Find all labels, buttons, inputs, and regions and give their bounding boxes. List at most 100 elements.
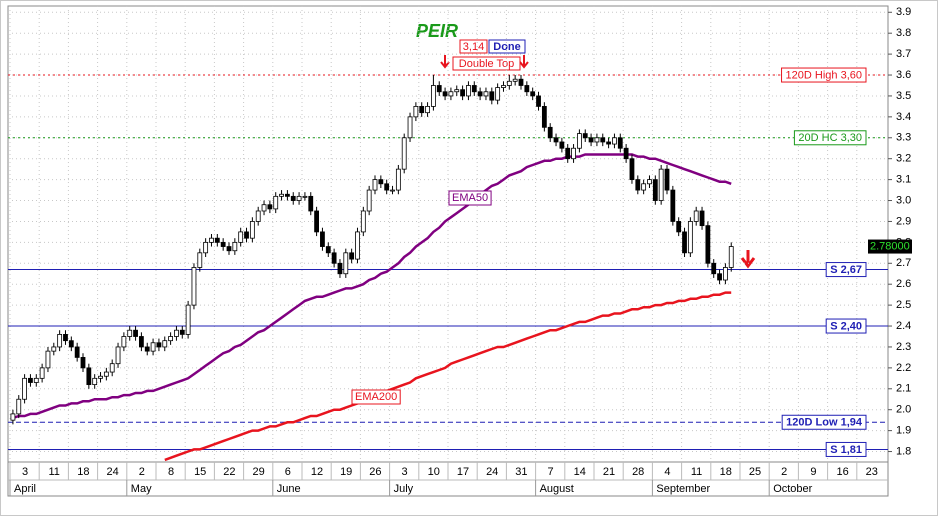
- candle-body: [174, 329, 179, 337]
- level-label: S 1,81: [825, 441, 867, 457]
- candle-body: [10, 413, 16, 421]
- candle-body: [197, 252, 203, 268]
- arrow: [519, 55, 529, 69]
- candle-body: [16, 398, 22, 415]
- candle-body: [214, 237, 220, 243]
- candle-body: [658, 168, 664, 201]
- status-text: Done: [493, 41, 521, 53]
- candle-body: [723, 267, 728, 281]
- candle-body: [682, 231, 687, 254]
- month-label: September: [656, 483, 710, 495]
- y-tick-label: 3.7: [896, 48, 911, 60]
- candle-body: [372, 179, 378, 191]
- candle-body: [705, 225, 711, 264]
- plot-layer: 1.81.92.02.12.22.32.42.52.62.72.82.93.03…: [8, 6, 912, 496]
- candle-body: [127, 329, 133, 337]
- level-box: [825, 441, 867, 457]
- candle-body: [284, 193, 290, 197]
- level-label: S 2,40: [825, 318, 867, 334]
- candle-body: [541, 106, 547, 128]
- candle-body: [51, 346, 57, 352]
- candle-body: [92, 377, 98, 386]
- candle-body: [728, 246, 734, 268]
- y-tick-label: 1.8: [896, 445, 911, 457]
- x-tick-label: 16: [836, 466, 848, 478]
- level-box: [793, 130, 867, 146]
- candle-body: [547, 126, 553, 139]
- level-box: [781, 414, 867, 430]
- candle-body: [74, 346, 80, 358]
- candle-body: [185, 304, 191, 335]
- x-tick-label: 9: [810, 466, 816, 478]
- candle-body: [162, 340, 168, 348]
- candle-body: [331, 252, 337, 264]
- x-tick-label: 3: [22, 466, 28, 478]
- y-tick-label: 3.5: [896, 90, 911, 102]
- candle-body: [466, 85, 471, 97]
- level-label: 120D High 3,60: [781, 67, 867, 83]
- candle-body: [577, 133, 582, 149]
- candle-body: [460, 89, 466, 97]
- level-text: S 1,81: [830, 444, 862, 456]
- y-tick-label: 2.6: [896, 278, 911, 290]
- candle-body: [454, 89, 460, 93]
- candle-body: [553, 137, 559, 143]
- candle-body: [495, 87, 501, 101]
- level-text: 120D High 3,60: [786, 69, 862, 81]
- x-tick-label: 18: [77, 466, 89, 478]
- y-tick-label: 3.2: [896, 153, 911, 165]
- level-text: S 2,40: [830, 320, 862, 332]
- y-tick-label: 2.5: [896, 299, 911, 311]
- candle-body: [501, 85, 506, 88]
- x-tick-label: 31: [515, 466, 527, 478]
- candle-body: [565, 147, 571, 160]
- candle-body: [209, 237, 214, 243]
- level-text: 120D Low 1,94: [786, 417, 863, 429]
- candle-body: [483, 91, 489, 97]
- candle-body: [103, 371, 109, 377]
- y-tick-label: 2.7: [896, 257, 911, 269]
- candle-body: [203, 241, 209, 254]
- candle-body: [22, 377, 28, 400]
- candle-body: [366, 189, 372, 212]
- level-label: 20D HC 3,30: [793, 130, 867, 146]
- candle-body: [325, 246, 331, 254]
- status-box: [488, 39, 526, 54]
- line-series: [12, 153, 732, 420]
- candle-body: [86, 367, 92, 386]
- candle-body: [150, 342, 156, 352]
- candle-body: [617, 137, 623, 149]
- level-box: [825, 318, 867, 334]
- y-tick-label: 2.3: [896, 341, 911, 353]
- price-box: [459, 39, 488, 54]
- candle-body: [390, 189, 395, 192]
- candle-body: [179, 329, 185, 335]
- candle-body: [57, 334, 63, 348]
- candle-body: [249, 221, 255, 239]
- candle-body: [168, 336, 174, 342]
- level-label: S 2,67: [825, 262, 867, 278]
- candle-body: [471, 85, 477, 93]
- candle-body: [273, 195, 279, 210]
- pattern-box: [452, 56, 521, 71]
- candle-body: [238, 231, 244, 243]
- candle-body: [337, 262, 343, 275]
- candle-body: [489, 91, 495, 101]
- line-tag: EMA50: [448, 190, 492, 206]
- candle-body: [664, 168, 670, 191]
- y-tick-label: 3.8: [896, 27, 911, 39]
- candle-body: [156, 342, 162, 348]
- line-tag-text: EMA200: [355, 391, 397, 403]
- line-tag-box: [448, 190, 492, 206]
- candle-body: [226, 246, 232, 252]
- candle-body: [378, 179, 384, 185]
- y-tick-label: 2.0: [896, 404, 911, 416]
- candle-body: [647, 179, 652, 185]
- candle-body: [349, 252, 355, 260]
- chart-title: PEIR: [416, 21, 458, 41]
- x-tick-label: 7: [548, 466, 554, 478]
- level-box: [781, 67, 867, 83]
- candle-body: [296, 195, 302, 201]
- line-tag: EMA200: [351, 389, 401, 405]
- y-tick-label: 2.1: [896, 383, 911, 395]
